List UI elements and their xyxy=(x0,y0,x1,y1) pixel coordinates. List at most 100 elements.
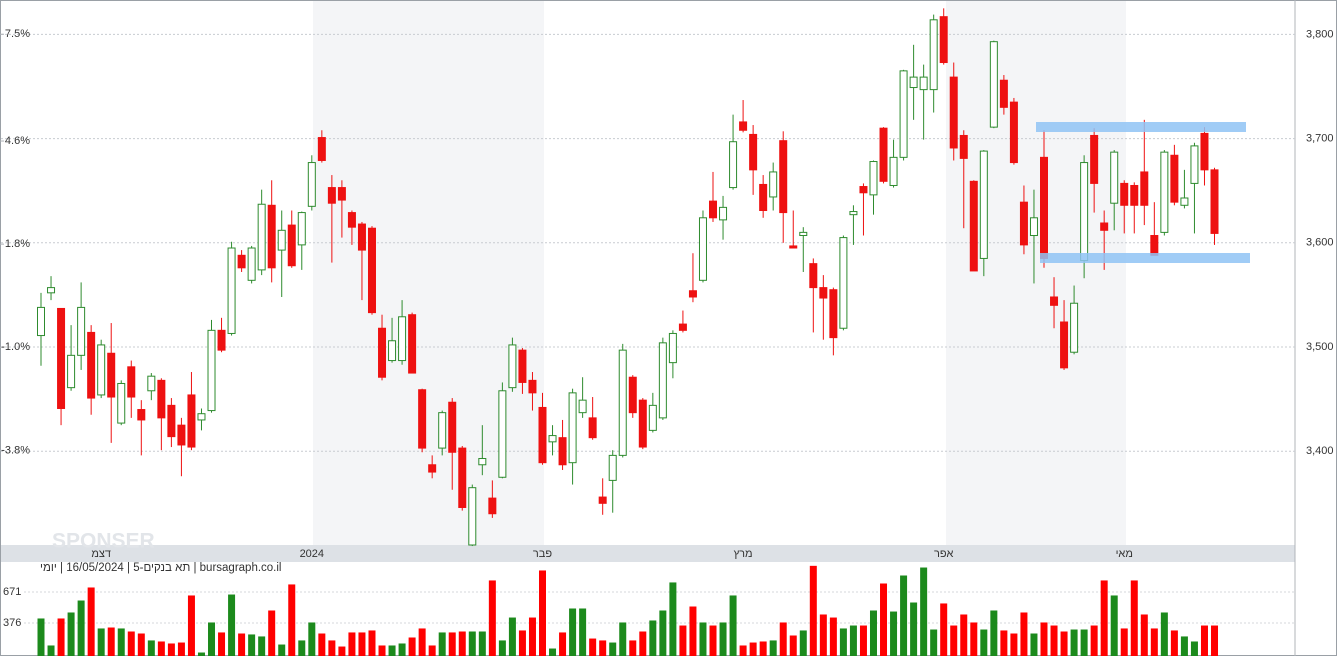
volume-bar xyxy=(428,645,436,656)
month-band xyxy=(946,1,1126,545)
x-tick-label: פבר xyxy=(533,548,552,560)
volume-bar xyxy=(749,642,757,656)
x-tick-label: אפר xyxy=(934,548,954,560)
candle-body xyxy=(1050,296,1059,306)
candle-body xyxy=(598,496,607,504)
volume-bar xyxy=(659,610,667,656)
volume-bar xyxy=(208,622,216,656)
candle-body xyxy=(307,162,316,207)
volume-bar xyxy=(37,618,45,656)
candle-body xyxy=(177,424,186,446)
range-highlight xyxy=(1036,122,1246,132)
candle-body xyxy=(618,349,627,456)
x-tick-label: מרץ xyxy=(734,548,753,560)
candle-body xyxy=(769,171,778,198)
candle-body xyxy=(829,289,838,339)
candle-body xyxy=(578,399,587,414)
candle-body xyxy=(1160,151,1169,233)
volume-bar xyxy=(1190,641,1198,656)
volume-bar xyxy=(859,625,867,656)
volume-bar xyxy=(609,642,617,656)
volume-bar xyxy=(759,641,767,656)
candle-body xyxy=(478,458,487,466)
volume-bar xyxy=(338,646,346,656)
volume-bar xyxy=(1020,612,1028,656)
candle-body xyxy=(67,354,76,389)
volume-bar xyxy=(679,625,687,656)
volume-bar xyxy=(1010,633,1018,656)
y2-tick-label: -3.8% xyxy=(1,444,30,456)
y-tick-label: 3,500 xyxy=(1306,341,1334,353)
candle-body xyxy=(247,247,256,281)
candle-body xyxy=(1120,182,1129,206)
range-highlight xyxy=(1040,253,1250,263)
candle-body xyxy=(1029,217,1038,237)
candle-body xyxy=(398,316,407,362)
volume-bar xyxy=(167,643,175,656)
candle-body xyxy=(1080,162,1089,262)
candle-body xyxy=(658,342,667,419)
volume-bar xyxy=(1110,595,1118,656)
volume-bar xyxy=(950,625,958,656)
candle-body xyxy=(1019,201,1028,246)
month-band xyxy=(313,1,544,545)
candle-body xyxy=(267,204,276,269)
volume-bar xyxy=(649,620,657,656)
y-tick-label: 3,800 xyxy=(1306,28,1334,40)
volume-bar xyxy=(418,628,426,656)
candle-body xyxy=(337,187,346,201)
volume-bar xyxy=(488,580,496,656)
volume-bar xyxy=(549,648,557,656)
candle-body xyxy=(558,437,567,466)
candle-body xyxy=(969,180,978,272)
candle-body xyxy=(257,203,266,271)
candle-body xyxy=(929,19,938,91)
candle-body xyxy=(488,497,497,515)
volume-bar xyxy=(77,600,85,656)
candle-body xyxy=(709,200,718,219)
candle-body xyxy=(197,413,206,421)
candle-body xyxy=(57,307,66,409)
candle-body xyxy=(939,16,948,64)
volume-bar xyxy=(559,632,567,656)
volume-bar xyxy=(1080,629,1088,656)
candle-body xyxy=(538,406,547,464)
candle-body xyxy=(889,156,898,186)
volume-bar xyxy=(1050,625,1058,656)
volume-bar xyxy=(258,636,266,656)
candle-body xyxy=(287,224,296,267)
volume-bar xyxy=(1060,631,1068,656)
volume-bar xyxy=(248,634,256,656)
candle-body xyxy=(638,399,647,448)
candle-body xyxy=(819,287,828,299)
candle-body xyxy=(628,376,637,414)
candle-body xyxy=(498,390,507,478)
volume-bar xyxy=(729,595,737,656)
candle-body xyxy=(789,245,798,249)
candle-body xyxy=(87,331,96,399)
volume-bar xyxy=(308,622,316,656)
volume-bar xyxy=(769,640,777,656)
volume-bar xyxy=(518,630,526,656)
volume-bar xyxy=(839,628,847,656)
candle-body xyxy=(759,183,768,211)
candle-body xyxy=(799,231,808,237)
volume-bar xyxy=(910,602,918,656)
candle-body xyxy=(749,133,758,171)
candle-body xyxy=(999,79,1008,108)
volume-bar xyxy=(218,632,226,656)
candle-body xyxy=(127,366,136,398)
candle-body xyxy=(1040,156,1048,259)
candle-body xyxy=(1200,132,1209,171)
volume-bar xyxy=(1040,622,1048,656)
y-tick-label: 376 xyxy=(3,617,21,629)
candle-body xyxy=(518,349,527,383)
volume-bar xyxy=(318,633,326,656)
volume-bar xyxy=(1120,628,1128,656)
candle-body xyxy=(347,212,356,228)
candle-body xyxy=(588,417,597,439)
candle-body xyxy=(1070,302,1079,353)
candle-body xyxy=(277,229,286,251)
